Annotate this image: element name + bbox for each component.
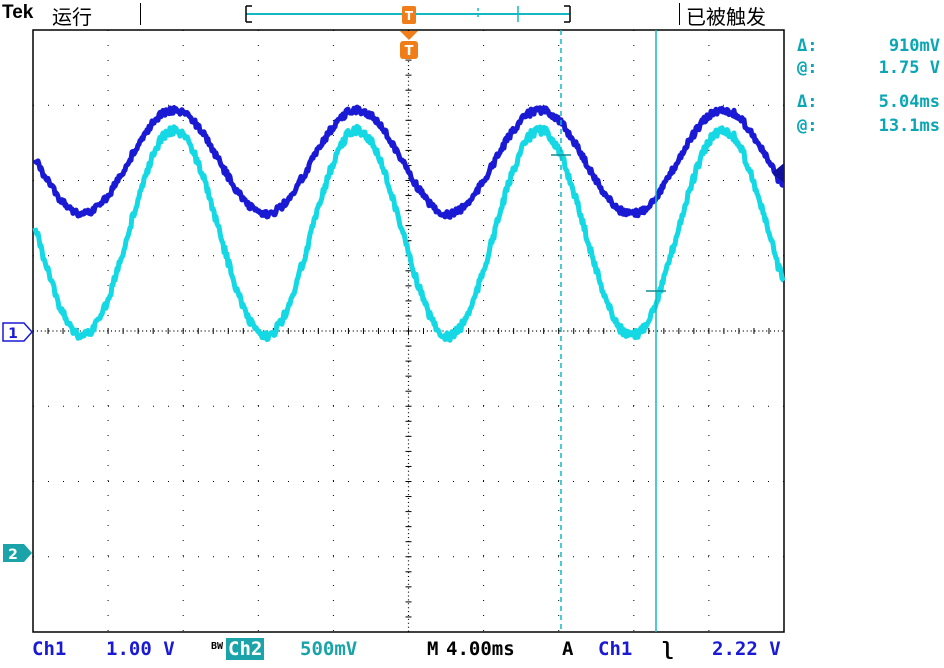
bottom-status-bar: Ch1 1.00 V BW Ch2 500mV M 4.00ms A Ch1 ʅ… xyxy=(0,636,944,666)
separator xyxy=(140,3,141,25)
timebase-value[interactable]: 4.00ms xyxy=(446,638,515,660)
ch2-waveform xyxy=(32,123,786,343)
trigger-level[interactable]: 2.22 V xyxy=(712,638,781,660)
trigger-position-marker[interactable]: T xyxy=(400,31,418,59)
trigger-level-arrow[interactable] xyxy=(772,163,784,183)
svg-text:T: T xyxy=(405,9,414,23)
ch2-ground-marker[interactable]: 2 xyxy=(3,544,32,563)
record-trigger-marker: T xyxy=(402,6,416,24)
ch2-scale[interactable]: 500mV xyxy=(300,638,358,660)
ch2-label[interactable]: Ch2 xyxy=(226,638,265,660)
bandwidth-limit-badge: BW xyxy=(211,641,224,652)
ch1-waveform xyxy=(32,104,786,220)
separator xyxy=(679,3,680,25)
top-status-bar: Tek 运行 已被触发 xyxy=(0,0,944,29)
trigger-mode: A xyxy=(562,638,574,660)
svg-text:T: T xyxy=(405,44,414,59)
ch1-label: Ch1 xyxy=(32,638,67,660)
ch1-ground-marker[interactable]: 1 xyxy=(2,322,34,342)
graticule-grid xyxy=(32,29,785,633)
falling-edge-icon: ʅ xyxy=(662,638,674,660)
brand-logo: Tek xyxy=(2,2,34,23)
run-state: 运行 xyxy=(52,5,92,29)
timebase-label: M xyxy=(427,638,439,660)
svg-text:2: 2 xyxy=(8,547,18,563)
trigger-source[interactable]: Ch1 xyxy=(598,638,633,660)
svg-text:1: 1 xyxy=(8,326,18,342)
trigger-state: 已被触发 xyxy=(686,5,766,29)
ch1-scale[interactable]: 1.00 V xyxy=(106,638,175,660)
